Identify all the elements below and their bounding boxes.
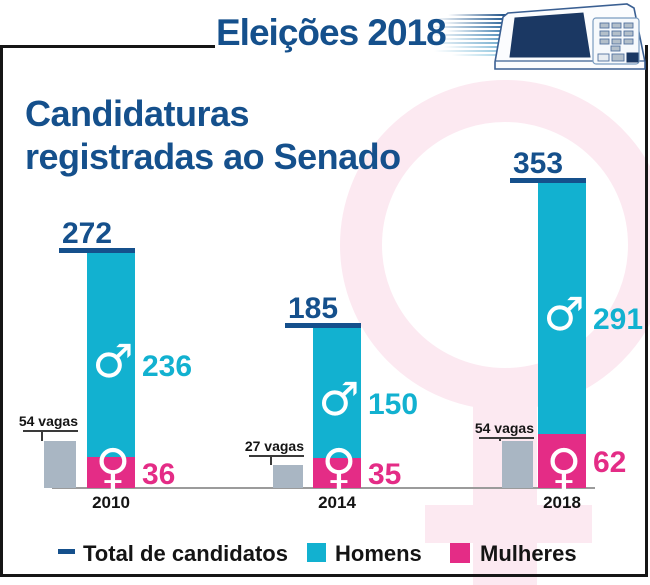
seats-connector — [499, 437, 501, 441]
seats-bar — [273, 465, 303, 488]
female-icon: ♀ — [95, 439, 131, 495]
speed-line — [434, 50, 506, 52]
seats-label: 54 vagas — [18, 413, 78, 429]
women-bar — [313, 458, 361, 488]
legend-total-label: Total de candidatos — [83, 541, 288, 566]
year-label: 2018 — [543, 493, 581, 512]
speed-lines — [420, 14, 506, 68]
speed-line — [452, 54, 506, 56]
female-watermark-stem — [473, 398, 537, 585]
seats-line — [23, 430, 78, 432]
men-value: 236 — [142, 349, 193, 383]
speed-line — [432, 34, 506, 36]
speed-line — [444, 46, 506, 48]
female-icon: ♀ — [321, 439, 357, 495]
chart-heading-line2: registradas ao Senado — [25, 136, 401, 177]
total-line — [59, 248, 135, 253]
seats-bar — [44, 441, 76, 488]
speed-line — [426, 42, 506, 44]
legend-women-swatch — [450, 543, 470, 563]
voting-machine-icon — [494, 3, 646, 70]
total-label: 353 — [512, 147, 564, 180]
men-value: 150 — [368, 388, 419, 421]
women-bar — [87, 457, 135, 488]
legend-men-swatch — [307, 543, 326, 562]
women-value: 36 — [142, 457, 176, 491]
year-label: 2010 — [92, 493, 130, 512]
x-axis-line — [52, 487, 595, 489]
women-value: 35 — [368, 458, 402, 491]
men-bar — [87, 252, 135, 457]
chart-heading: Candidaturas registradas ao Senado — [25, 92, 401, 178]
speed-line — [448, 14, 506, 16]
speed-line — [446, 30, 506, 32]
female-icon: ♀ — [546, 439, 582, 495]
male-icon: ♂ — [543, 286, 585, 341]
seats-label: 54 vagas — [474, 420, 534, 436]
seats-connector — [41, 430, 43, 441]
seats-bar — [502, 441, 533, 488]
chart-heading-line1: Candidaturas — [25, 93, 250, 134]
seats-connector — [270, 455, 272, 465]
male-icon: ♂ — [318, 372, 360, 426]
total-label: 185 — [287, 292, 339, 325]
page-title: Eleições 2018 — [216, 12, 447, 53]
women-value: 62 — [593, 446, 627, 479]
seats-line — [249, 455, 304, 457]
legend-women-label: Mulheres — [480, 541, 577, 566]
seats-line — [479, 437, 534, 439]
total-line — [510, 178, 586, 183]
total-line — [285, 323, 361, 328]
frame-border — [0, 45, 648, 577]
women-bar — [538, 434, 586, 488]
legend-total-swatch — [58, 549, 75, 554]
men-bar — [538, 181, 586, 434]
speed-line — [440, 38, 506, 40]
female-watermark-crossbar — [425, 505, 592, 543]
male-icon: ♂ — [92, 333, 134, 388]
men-value: 291 — [593, 302, 644, 336]
total-label: 272 — [61, 217, 113, 250]
legend-men-label: Homens — [335, 541, 422, 566]
frame-top-line — [0, 45, 215, 48]
seats-label: 27 vagas — [244, 438, 304, 454]
speed-line — [430, 26, 506, 28]
men-bar — [313, 328, 361, 458]
year-label: 2014 — [318, 493, 356, 512]
speed-line — [434, 18, 506, 20]
speed-line — [442, 22, 506, 24]
